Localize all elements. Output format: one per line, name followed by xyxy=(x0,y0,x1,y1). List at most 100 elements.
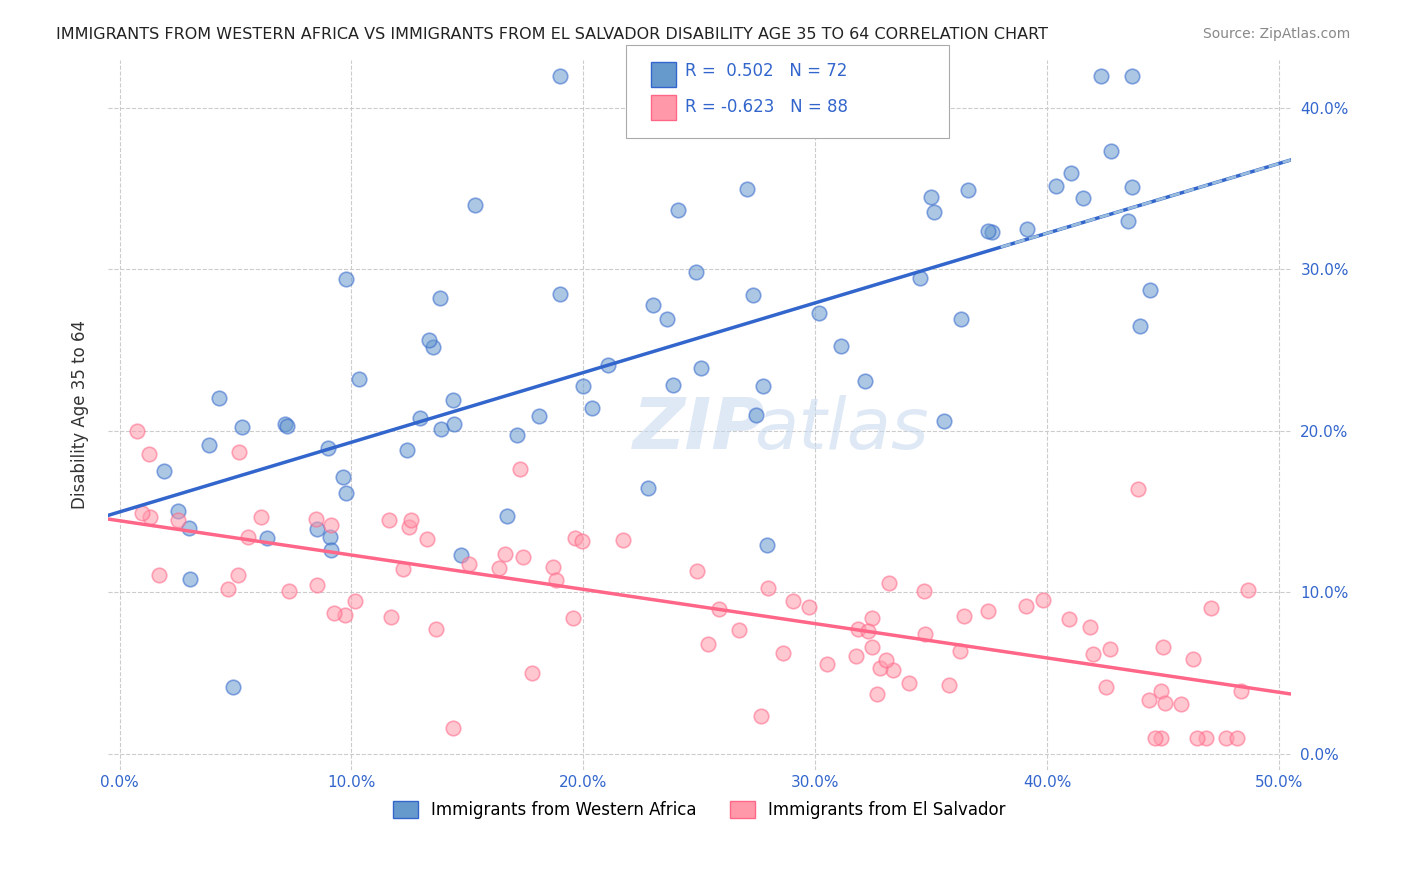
Immigrants from Western Africa xyxy=(1121,179,1143,194)
Immigrants from Western Africa xyxy=(256,532,278,546)
Immigrants from El Salvador xyxy=(494,547,516,561)
Immigrants from El Salvador xyxy=(897,676,920,690)
Immigrants from El Salvador xyxy=(131,506,153,520)
Immigrants from Western Africa xyxy=(745,408,768,422)
Immigrants from El Salvador xyxy=(1229,684,1251,698)
Immigrants from Western Africa xyxy=(956,183,979,197)
Immigrants from El Salvador xyxy=(1144,731,1167,745)
Immigrants from El Salvador xyxy=(250,509,273,524)
Text: Source: ZipAtlas.com: Source: ZipAtlas.com xyxy=(1202,27,1350,41)
Immigrants from Western Africa xyxy=(222,680,245,694)
Immigrants from Western Africa xyxy=(166,504,188,518)
Immigrants from El Salvador xyxy=(1137,693,1160,707)
Immigrants from Western Africa xyxy=(1139,283,1161,297)
Immigrants from Western Africa xyxy=(321,543,343,558)
Immigrants from Western Africa xyxy=(641,298,664,312)
Immigrants from Western Africa xyxy=(598,358,620,372)
Immigrants from El Salvador xyxy=(1181,652,1204,666)
Immigrants from El Salvador xyxy=(344,593,367,607)
Immigrants from El Salvador xyxy=(416,533,439,547)
Text: R = -0.623   N = 88: R = -0.623 N = 88 xyxy=(685,98,848,116)
Immigrants from Western Africa xyxy=(332,470,354,484)
Immigrants from Western Africa xyxy=(316,441,339,455)
Immigrants from Western Africa xyxy=(464,198,486,212)
Immigrants from Western Africa xyxy=(305,522,328,536)
Immigrants from Western Africa xyxy=(689,361,711,376)
Immigrants from Western Africa xyxy=(741,287,763,301)
Immigrants from Western Africa xyxy=(198,437,221,451)
Immigrants from El Salvador xyxy=(305,577,328,591)
Immigrants from Western Africa xyxy=(548,286,571,301)
Immigrants from El Salvador xyxy=(1170,697,1192,711)
Immigrants from Western Africa xyxy=(735,181,758,195)
Immigrants from El Salvador xyxy=(544,574,567,588)
Immigrants from Western Africa xyxy=(335,272,357,286)
Immigrants from Western Africa xyxy=(977,223,1000,237)
Immigrants from Western Africa xyxy=(685,265,707,279)
Immigrants from El Salvador xyxy=(1078,620,1101,634)
Immigrants from El Salvador xyxy=(860,640,883,655)
Immigrants from Western Africa xyxy=(922,205,945,219)
Immigrants from Western Africa xyxy=(274,417,297,431)
Immigrants from Western Africa xyxy=(666,202,689,217)
Immigrants from El Salvador xyxy=(728,623,751,637)
Immigrants from El Salvador xyxy=(571,533,593,548)
Immigrants from Western Africa xyxy=(807,306,830,320)
Legend: Immigrants from Western Africa, Immigrants from El Salvador: Immigrants from Western Africa, Immigran… xyxy=(387,794,1012,826)
Immigrants from El Salvador xyxy=(1226,731,1249,745)
Immigrants from Western Africa xyxy=(908,270,931,285)
Immigrants from El Salvador xyxy=(226,568,249,582)
Immigrants from Western Africa xyxy=(751,378,773,392)
Immigrants from El Salvador xyxy=(1153,697,1175,711)
Immigrants from Western Africa xyxy=(179,572,201,586)
Immigrants from El Salvador xyxy=(1099,642,1122,657)
Immigrants from El Salvador xyxy=(1195,731,1218,745)
Immigrants from Western Africa xyxy=(830,339,852,353)
Immigrants from El Salvador xyxy=(1150,731,1173,745)
Immigrants from El Salvador xyxy=(856,624,879,639)
Immigrants from Western Africa xyxy=(1059,166,1081,180)
Immigrants from El Salvador xyxy=(1128,482,1150,496)
Immigrants from Western Africa xyxy=(430,422,453,436)
Immigrants from El Salvador xyxy=(217,582,239,596)
Immigrants from Western Africa xyxy=(408,411,430,425)
Immigrants from El Salvador xyxy=(949,644,972,658)
Immigrants from El Salvador xyxy=(912,583,935,598)
Immigrants from Western Africa xyxy=(319,530,342,544)
Immigrants from El Salvador xyxy=(148,568,170,582)
Immigrants from El Salvador xyxy=(377,513,399,527)
Immigrants from Western Africa xyxy=(422,340,444,354)
Immigrants from Western Africa xyxy=(1099,145,1122,159)
Immigrants from El Salvador xyxy=(458,557,481,571)
Immigrants from Western Africa xyxy=(950,311,973,326)
Immigrants from Western Africa xyxy=(276,418,298,433)
Immigrants from Western Africa xyxy=(450,548,472,562)
Immigrants from El Salvador xyxy=(612,533,634,548)
Immigrants from El Salvador xyxy=(228,445,250,459)
Immigrants from El Salvador xyxy=(509,462,531,476)
Immigrants from Western Africa xyxy=(548,69,571,83)
Immigrants from El Salvador xyxy=(167,513,190,527)
Immigrants from El Salvador xyxy=(845,648,868,663)
Immigrants from Western Africa xyxy=(657,311,679,326)
Immigrants from El Salvador xyxy=(869,661,891,675)
Immigrants from El Salvador xyxy=(541,559,564,574)
Immigrants from El Salvador xyxy=(1152,640,1174,654)
Immigrants from Western Africa xyxy=(662,378,685,392)
Immigrants from Western Africa xyxy=(1073,191,1095,205)
Immigrants from El Salvador xyxy=(520,666,543,681)
Immigrants from El Salvador xyxy=(425,622,447,636)
Immigrants from Western Africa xyxy=(932,414,955,428)
Immigrants from Western Africa xyxy=(853,374,876,388)
Immigrants from El Salvador xyxy=(398,520,420,534)
Immigrants from El Salvador xyxy=(1215,731,1237,745)
Immigrants from El Salvador xyxy=(278,584,301,599)
Immigrants from El Salvador xyxy=(877,575,900,590)
Immigrants from El Salvador xyxy=(866,687,889,701)
Immigrants from El Salvador xyxy=(685,564,707,578)
Immigrants from Western Africa xyxy=(581,401,603,416)
Text: atlas: atlas xyxy=(754,394,928,464)
Immigrants from Western Africa xyxy=(429,292,451,306)
Immigrants from Western Africa xyxy=(1045,179,1067,194)
Immigrants from Western Africa xyxy=(637,481,659,495)
